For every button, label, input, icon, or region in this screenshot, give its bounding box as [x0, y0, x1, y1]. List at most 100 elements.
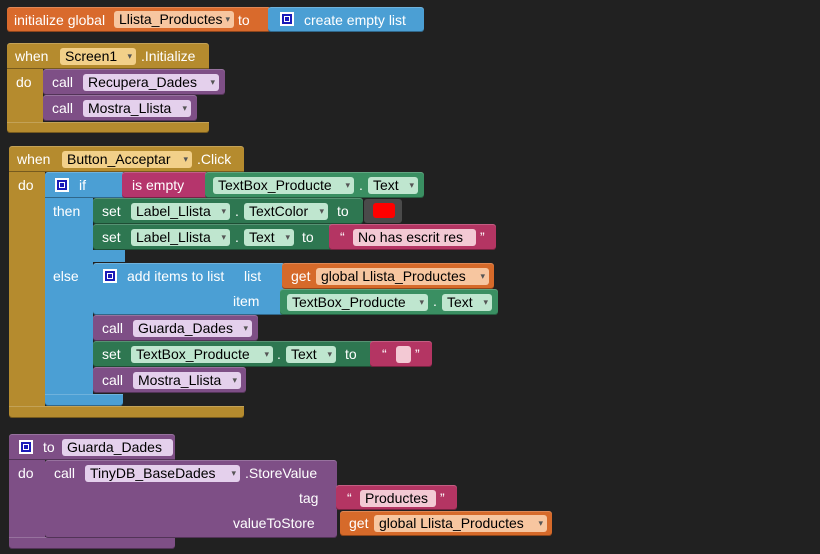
to-label: to	[302, 229, 314, 245]
chevron-down-icon: ▾	[264, 349, 269, 359]
to-label: to	[345, 346, 357, 362]
to-label: to	[43, 439, 55, 455]
quote-close: ”	[415, 346, 420, 362]
procedure-dropdown-mostra-llista[interactable]: Mostra_Llista ▾	[83, 100, 191, 117]
quote-open: “	[382, 346, 387, 362]
event-do-arm	[9, 172, 45, 408]
event-name-label: .Click	[197, 151, 232, 167]
list-socket-label: list	[244, 268, 262, 284]
component-dropdown-tinydb[interactable]: TinyDB_BaseDades ▾	[85, 465, 240, 482]
chevron-down-icon: ▾	[225, 14, 230, 24]
if-else-divider	[45, 250, 125, 262]
chevron-down-icon: ▾	[480, 271, 485, 281]
property-dropdown-textcolor[interactable]: TextColor ▾	[244, 203, 328, 220]
then-label: then	[53, 203, 81, 219]
chevron-down-icon: ▾	[409, 180, 414, 190]
create-empty-list-label: create empty list	[304, 12, 406, 28]
property-dropdown-text[interactable]: Text ▾	[442, 294, 492, 311]
to-label: to	[337, 203, 349, 219]
procedure-name-field[interactable]: Guarda_Dades	[62, 439, 173, 456]
color-swatch-red[interactable]	[373, 203, 395, 218]
component-dropdown-button-acceptar[interactable]: Button_Acceptar ▾	[62, 151, 192, 168]
procedure-footer	[9, 537, 175, 549]
chevron-down-icon: ▾	[538, 518, 543, 528]
quote-open: “	[340, 229, 345, 245]
procedure-do-arm	[9, 460, 45, 540]
add-items-to-list-block[interactable]	[93, 263, 285, 315]
when-label: when	[17, 151, 51, 167]
if-block-footer	[45, 394, 123, 406]
if-block-arm	[45, 198, 93, 396]
chevron-down-icon: ▾	[221, 206, 226, 216]
if-label: if	[79, 177, 86, 193]
call-label: call	[102, 372, 124, 388]
dot-label: .	[277, 346, 281, 362]
chevron-down-icon: ▾	[210, 77, 215, 87]
string-value-field[interactable]: No has escrit res	[353, 229, 476, 246]
chevron-down-icon: ▾	[285, 232, 290, 242]
mutator-gear-icon[interactable]	[55, 178, 69, 192]
chevron-down-icon: ▾	[183, 154, 188, 164]
call-label: call	[52, 74, 74, 90]
chevron-down-icon: ▾	[232, 375, 237, 385]
mutator-gear-icon[interactable]	[280, 12, 294, 26]
chevron-down-icon: ▾	[127, 51, 132, 61]
dot-label: .	[433, 293, 437, 309]
mutator-gear-icon[interactable]	[103, 269, 117, 283]
component-dropdown-label-llista[interactable]: Label_Llista ▾	[131, 229, 230, 246]
init-to-label: to	[238, 12, 250, 28]
do-label: do	[18, 177, 34, 193]
set-label: set	[102, 229, 121, 245]
event-footer	[7, 122, 209, 133]
call-label: call	[102, 320, 124, 336]
procedure-dropdown-mostra-llista[interactable]: Mostra_Llista ▾	[133, 372, 241, 389]
when-label: when	[15, 48, 49, 64]
call-label: call	[52, 100, 74, 116]
dot-label: .	[235, 203, 239, 219]
property-dropdown-text[interactable]: Text ▾	[368, 177, 418, 194]
variable-dropdown-global-llista[interactable]: global Llista_Productes ▾	[374, 515, 547, 532]
quote-close: ”	[480, 229, 485, 245]
global-var-name-field[interactable]: Llista_Productes ▾	[114, 11, 234, 28]
event-do-arm	[7, 69, 43, 123]
init-global-keyword: initialize global	[14, 12, 106, 28]
event-name-label: .Initialize	[141, 48, 196, 64]
get-label: get	[291, 268, 311, 284]
method-name-label: .StoreValue	[245, 465, 318, 481]
is-empty-block[interactable]	[122, 172, 208, 198]
chevron-down-icon: ▾	[182, 103, 187, 113]
set-label: set	[102, 346, 121, 362]
get-label: get	[349, 515, 369, 531]
add-items-label: add items to list	[127, 268, 225, 284]
set-label: set	[102, 203, 121, 219]
create-empty-list-block[interactable]	[268, 7, 424, 32]
tag-socket-label: tag	[299, 490, 319, 506]
component-dropdown-textbox-producte[interactable]: TextBox_Producte ▾	[131, 346, 273, 363]
value-to-store-socket-label: valueToStore	[233, 515, 315, 531]
call-label: call	[54, 465, 76, 481]
string-value-field[interactable]: Productes	[360, 490, 436, 507]
chevron-down-icon: ▾	[345, 180, 350, 190]
variable-dropdown-global-llista[interactable]: global Llista_Productes ▾	[316, 268, 489, 285]
property-dropdown-text[interactable]: Text ▾	[286, 346, 336, 363]
else-label: else	[53, 268, 79, 284]
quote-open: “	[347, 490, 352, 506]
do-label: do	[16, 74, 32, 90]
property-dropdown-text[interactable]: Text ▾	[244, 229, 294, 246]
chevron-down-icon: ▾	[221, 232, 226, 242]
chevron-down-icon: ▾	[231, 468, 236, 478]
procedure-dropdown-guarda-dades[interactable]: Guarda_Dades ▾	[133, 320, 252, 337]
component-dropdown-label-llista[interactable]: Label_Llista ▾	[131, 203, 230, 220]
event-footer	[9, 406, 244, 418]
component-dropdown-screen1[interactable]: Screen1 ▾	[60, 48, 136, 65]
component-dropdown-textbox-producte[interactable]: TextBox_Producte ▾	[213, 177, 354, 194]
dot-label: .	[235, 229, 239, 245]
chevron-down-icon: ▾	[483, 297, 488, 307]
chevron-down-icon: ▾	[243, 323, 248, 333]
component-dropdown-textbox-producte[interactable]: TextBox_Producte ▾	[287, 294, 428, 311]
quote-close: ”	[440, 490, 445, 506]
procedure-dropdown-recupera-dades[interactable]: Recupera_Dades ▾	[83, 74, 219, 91]
chevron-down-icon: ▾	[327, 349, 332, 359]
mutator-gear-icon[interactable]	[19, 440, 33, 454]
string-value-field[interactable]	[396, 346, 411, 363]
